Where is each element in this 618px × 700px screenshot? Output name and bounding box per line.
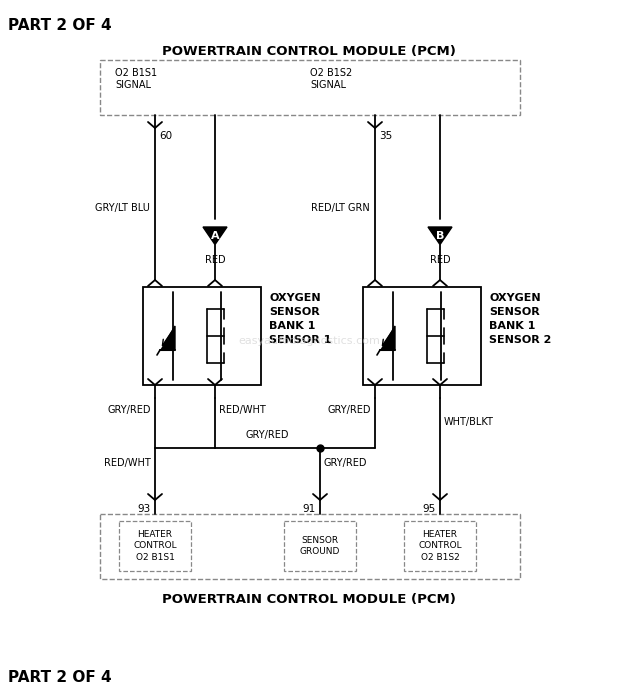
Text: PART 2 OF 4: PART 2 OF 4 <box>8 18 112 33</box>
Text: 91: 91 <box>303 504 316 514</box>
Text: GRY/LT BLU: GRY/LT BLU <box>95 203 150 213</box>
Text: POWERTRAIN CONTROL MODULE (PCM): POWERTRAIN CONTROL MODULE (PCM) <box>162 593 456 606</box>
Text: O2 B1S1
SIGNAL: O2 B1S1 SIGNAL <box>115 68 157 90</box>
Text: O2 B1S2
SIGNAL: O2 B1S2 SIGNAL <box>310 68 352 90</box>
Text: GRY/RED: GRY/RED <box>245 430 289 440</box>
Text: RED: RED <box>205 255 226 265</box>
Polygon shape <box>203 227 227 244</box>
Text: 95: 95 <box>423 504 436 514</box>
Text: 93: 93 <box>138 504 151 514</box>
Bar <box>119 521 191 571</box>
Text: PART 2 OF 4: PART 2 OF 4 <box>8 670 112 685</box>
Bar <box>363 287 481 385</box>
Text: GRY/RED: GRY/RED <box>108 405 151 415</box>
Text: A: A <box>211 231 219 241</box>
Text: easyautodiagnostics.com: easyautodiagnostics.com <box>238 336 380 346</box>
Text: 60: 60 <box>159 131 172 141</box>
Polygon shape <box>381 326 395 350</box>
Text: HEATER
CONTROL
O2 B1S1: HEATER CONTROL O2 B1S1 <box>133 530 177 562</box>
Text: RED/LT GRN: RED/LT GRN <box>311 203 370 213</box>
Text: RED: RED <box>430 255 451 265</box>
Text: OXYGEN
SENSOR
BANK 1
SENSOR 1: OXYGEN SENSOR BANK 1 SENSOR 1 <box>269 293 331 345</box>
Polygon shape <box>161 326 175 350</box>
Bar <box>143 287 261 385</box>
Text: B: B <box>436 231 444 241</box>
Text: 35: 35 <box>379 131 392 141</box>
Text: GRY/RED: GRY/RED <box>328 405 371 415</box>
Text: HEATER
CONTROL
O2 B1S2: HEATER CONTROL O2 B1S2 <box>418 530 462 562</box>
Text: OXYGEN
SENSOR
BANK 1
SENSOR 2: OXYGEN SENSOR BANK 1 SENSOR 2 <box>489 293 551 345</box>
Text: SENSOR
GROUND: SENSOR GROUND <box>300 536 340 556</box>
Text: RED/WHT: RED/WHT <box>104 458 151 468</box>
Bar <box>404 521 476 571</box>
Text: POWERTRAIN CONTROL MODULE (PCM): POWERTRAIN CONTROL MODULE (PCM) <box>162 46 456 59</box>
Text: RED/WHT: RED/WHT <box>219 405 266 415</box>
Bar <box>100 514 520 579</box>
Bar <box>100 60 520 115</box>
Polygon shape <box>428 227 452 244</box>
Text: WHT/BLKT: WHT/BLKT <box>444 417 494 427</box>
Text: GRY/RED: GRY/RED <box>324 458 368 468</box>
Bar <box>284 521 356 571</box>
